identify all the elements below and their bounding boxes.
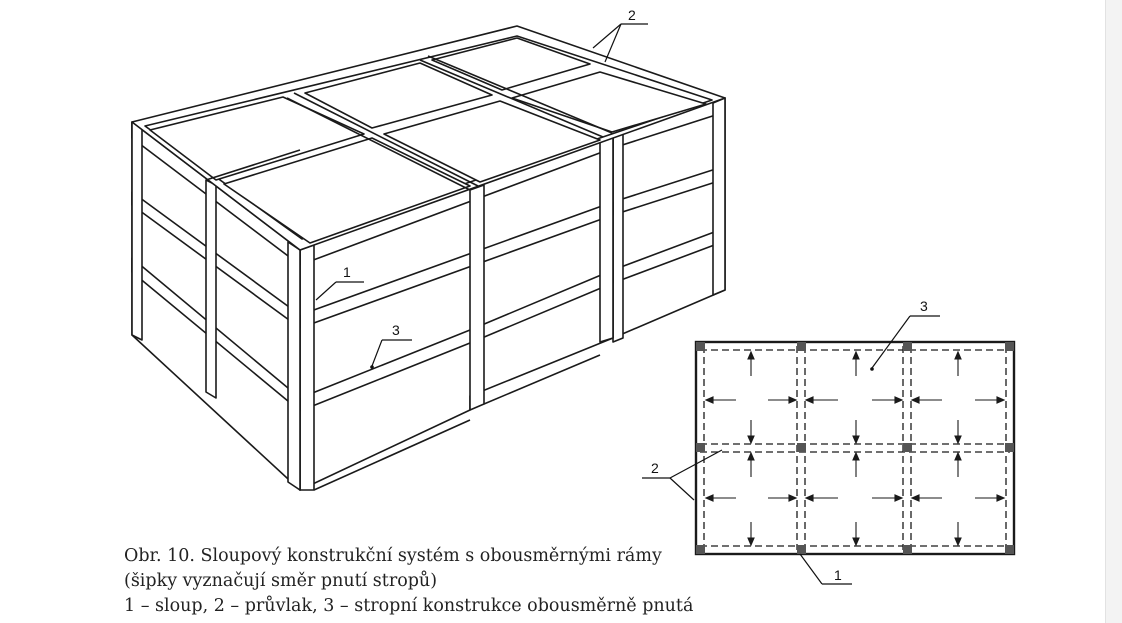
iso-leaders — [315, 23, 648, 367]
slab-dot-iso — [370, 365, 374, 369]
page-edge-strip — [1105, 0, 1122, 623]
label-slab-iso: 3 — [392, 322, 400, 338]
figure-caption: Obr. 10. Sloupový konstrukční systém s o… — [124, 544, 694, 619]
label-column-iso: 1 — [343, 264, 351, 280]
label-beam-iso: 2 — [628, 7, 636, 23]
caption-line-3: 1 – sloup, 2 – průvlak, 3 – stropní kons… — [124, 596, 694, 616]
right-side-wall — [612, 97, 726, 343]
plan-view: 3 2 1 — [642, 298, 1016, 585]
label-slab-plan: 3 — [920, 298, 928, 314]
label-beam-plan: 2 — [651, 460, 659, 476]
caption-line-2: (šipky vyznačují směr pnutí stropů) — [124, 571, 438, 591]
plan-leaders — [642, 315, 940, 585]
isometric-frame-drawing — [131, 25, 726, 491]
plan-columns — [696, 342, 1014, 554]
slab-dot-plan — [870, 367, 874, 371]
roof-frame — [131, 25, 726, 251]
caption-line-1: Obr. 10. Sloupový konstrukční systém s o… — [124, 546, 662, 566]
span-arrows — [704, 350, 1006, 547]
label-column-plan: 1 — [834, 567, 842, 583]
